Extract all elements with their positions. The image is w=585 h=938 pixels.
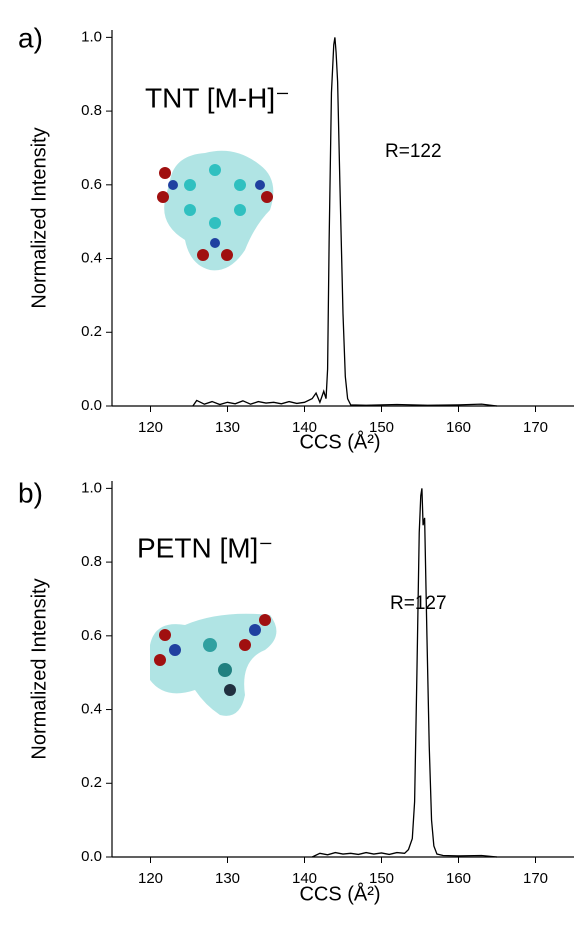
atom [169, 644, 181, 656]
atom [184, 204, 196, 216]
y-tick-label: 0.4 [81, 250, 102, 267]
annotation-title: PETN [M]⁻ [137, 532, 273, 563]
panel-label: b) [18, 477, 43, 508]
y-tick-label: 1.0 [81, 479, 102, 496]
x-tick-label: 160 [446, 870, 471, 887]
atom [154, 654, 166, 666]
atom [168, 180, 178, 190]
atom [234, 179, 246, 191]
molecule-petn [150, 613, 277, 716]
y-tick-label: 0.4 [81, 701, 102, 718]
atom [255, 180, 265, 190]
y-tick-label: 0.2 [81, 774, 102, 791]
y-tick-label: 0.0 [81, 848, 102, 865]
y-tick-label: 0.8 [81, 553, 102, 570]
x-tick-label: 150 [369, 870, 394, 887]
spectrum-line [311, 488, 498, 858]
x-tick-label: 120 [138, 870, 163, 887]
y-axis-label: Normalized Intensity [28, 127, 50, 308]
y-tick-label: 0.0 [81, 397, 102, 414]
atom [203, 638, 217, 652]
atom [197, 249, 209, 261]
x-tick-label: 130 [215, 870, 240, 887]
molecule-tnt [157, 150, 274, 271]
y-tick-label: 0.8 [81, 102, 102, 119]
atom [209, 217, 221, 229]
atom [218, 663, 232, 677]
x-tick-label: 170 [523, 870, 548, 887]
x-tick-label: 170 [523, 419, 548, 436]
atom [159, 629, 171, 641]
atom [221, 249, 233, 261]
x-tick-label: 130 [215, 419, 240, 436]
x-tick-label: 140 [292, 419, 317, 436]
x-tick-label: 120 [138, 419, 163, 436]
atom [210, 238, 220, 248]
y-axis-label: Normalized Intensity [28, 578, 50, 759]
atom [209, 164, 221, 176]
x-tick-label: 140 [292, 870, 317, 887]
atom [239, 639, 251, 651]
spectrum-line [192, 37, 498, 407]
atom [261, 191, 273, 203]
y-tick-label: 1.0 [81, 28, 102, 45]
y-tick-label: 0.2 [81, 323, 102, 340]
x-axis-label: CCS (Å²) [299, 430, 380, 453]
y-tick-label: 0.6 [81, 627, 102, 644]
x-axis-label: CCS (Å²) [299, 882, 380, 905]
atom [157, 191, 169, 203]
y-tick-label: 0.6 [81, 176, 102, 193]
atom [234, 204, 246, 216]
atom [249, 624, 261, 636]
annotation-title: TNT [M-H]⁻ [145, 82, 290, 113]
annotation-resolution: R=122 [385, 141, 442, 162]
x-tick-label: 160 [446, 419, 471, 436]
atom [259, 614, 271, 626]
atom [184, 179, 196, 191]
x-tick-label: 150 [369, 419, 394, 436]
atom [159, 167, 171, 179]
atom [224, 684, 236, 696]
panel-label: a) [18, 22, 43, 53]
